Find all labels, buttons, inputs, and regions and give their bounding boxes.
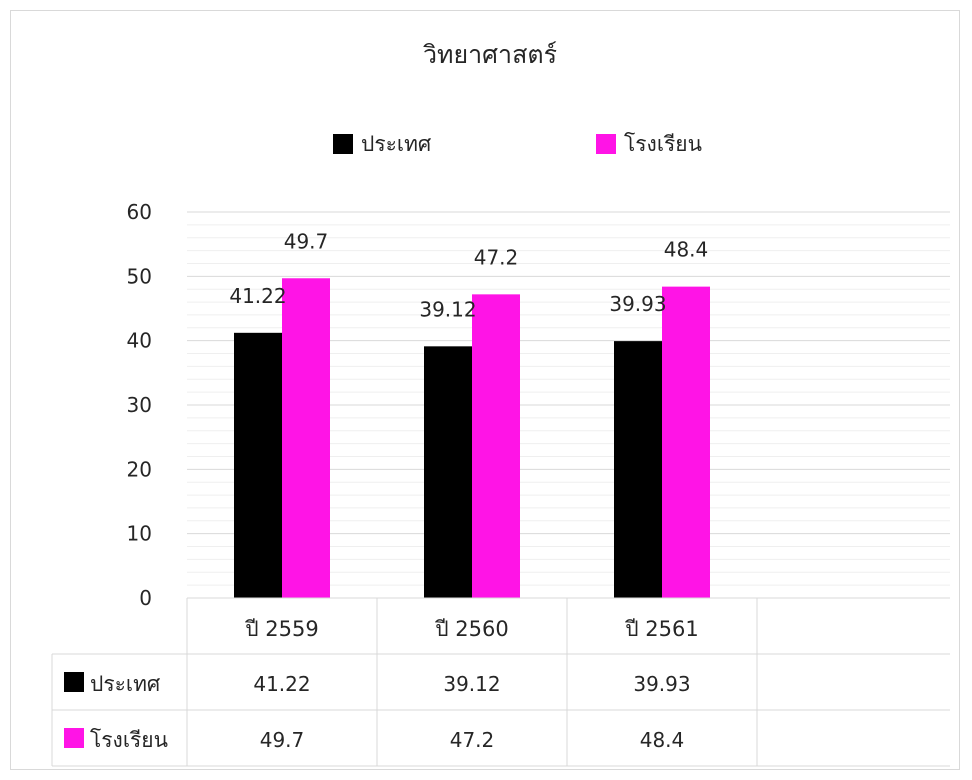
table-cell-1-1: 47.2 [450,728,495,752]
bar-0-0 [234,332,282,598]
data-table: ปี 2559 ปี 2560 ปี 2561 ประเทศ 41.22 39.12 39.… [51,597,950,767]
legend-swatch-1 [596,134,616,154]
y-tick-label-2: 20 [127,457,152,481]
data-label-1-2: 48.4 [664,238,709,262]
x-category-label-1: ปี 2560 [435,617,509,641]
table-cell-0-1: 39.12 [443,672,500,696]
table-cell-1-2: 48.4 [640,728,685,752]
y-tick-label-4: 40 [127,329,152,353]
table-cell-1-0: 49.7 [260,728,305,752]
table-cell-0-0: 41.22 [253,672,310,696]
data-label-1-0: 49.7 [284,229,329,253]
bar-1-2 [662,286,710,598]
data-labels: 41.22 49.7 39.12 47.2 39.93 48.4 [229,229,708,321]
legend-label-0: ประเทศ [361,132,432,156]
y-tick-label-1: 10 [127,522,152,546]
chart-frame [10,10,960,770]
chart-title: วิทยาศาสตร์ [423,40,557,69]
table-legend-swatch-1 [64,728,84,748]
bar-0-2 [614,341,662,598]
y-tick-label-6: 60 [127,200,152,224]
bars [234,278,710,598]
y-tick-label-0: 0 [139,586,152,610]
table-series-label-1: โรงเรียน [90,728,168,752]
table-legend-swatch-0 [64,672,84,692]
data-label-1-1: 47.2 [474,245,519,269]
y-tick-label-5: 50 [127,264,152,288]
data-label-0-1: 39.12 [419,297,476,321]
table-cell-0-2: 39.93 [633,672,690,696]
y-axis: 0 10 20 30 40 50 60 [127,200,152,610]
legend-swatch-0 [333,134,353,154]
table-series-label-0: ประเทศ [90,672,161,696]
legend-label-1: โรงเรียน [624,132,702,156]
bar-0-1 [424,346,472,598]
y-tick-label-3: 30 [127,393,152,417]
data-label-0-2: 39.93 [609,292,666,316]
x-category-label-2: ปี 2561 [625,617,699,641]
bar-1-0 [282,278,330,598]
legend: ประเทศ โรงเรียน [333,132,702,156]
x-category-label-0: ปี 2559 [245,617,319,641]
data-label-0-0: 41.22 [229,284,286,308]
bar-1-1 [472,294,520,598]
